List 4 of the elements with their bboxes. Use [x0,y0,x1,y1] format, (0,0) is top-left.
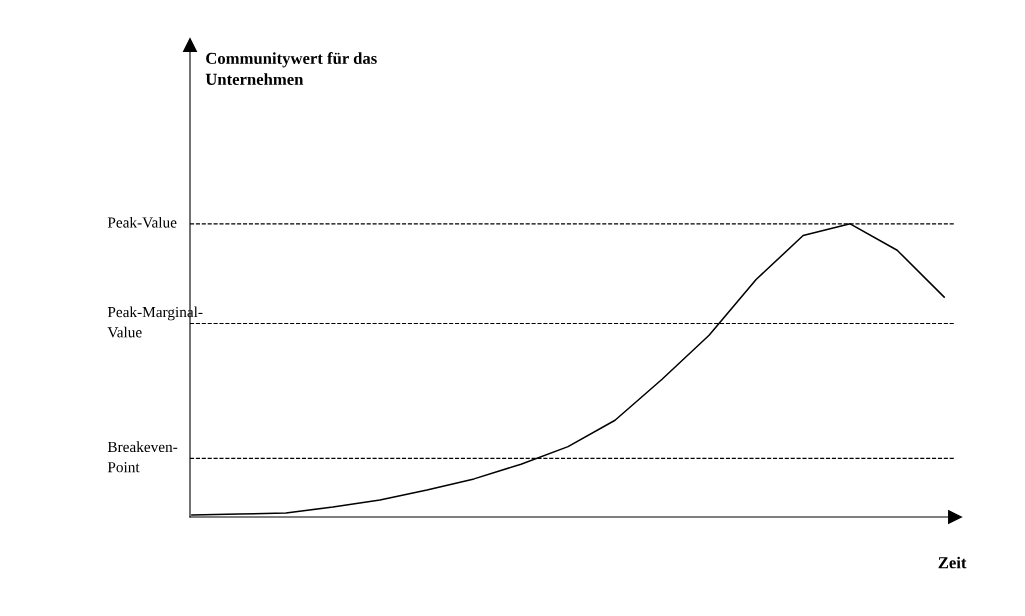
x-axis-title: Zeit [938,556,967,569]
ref-line-label: Breakeven- Point [107,441,178,473]
text: Communitywert für das Unternehmen [205,52,377,85]
ref-line-label: Peak-Value [107,216,177,228]
